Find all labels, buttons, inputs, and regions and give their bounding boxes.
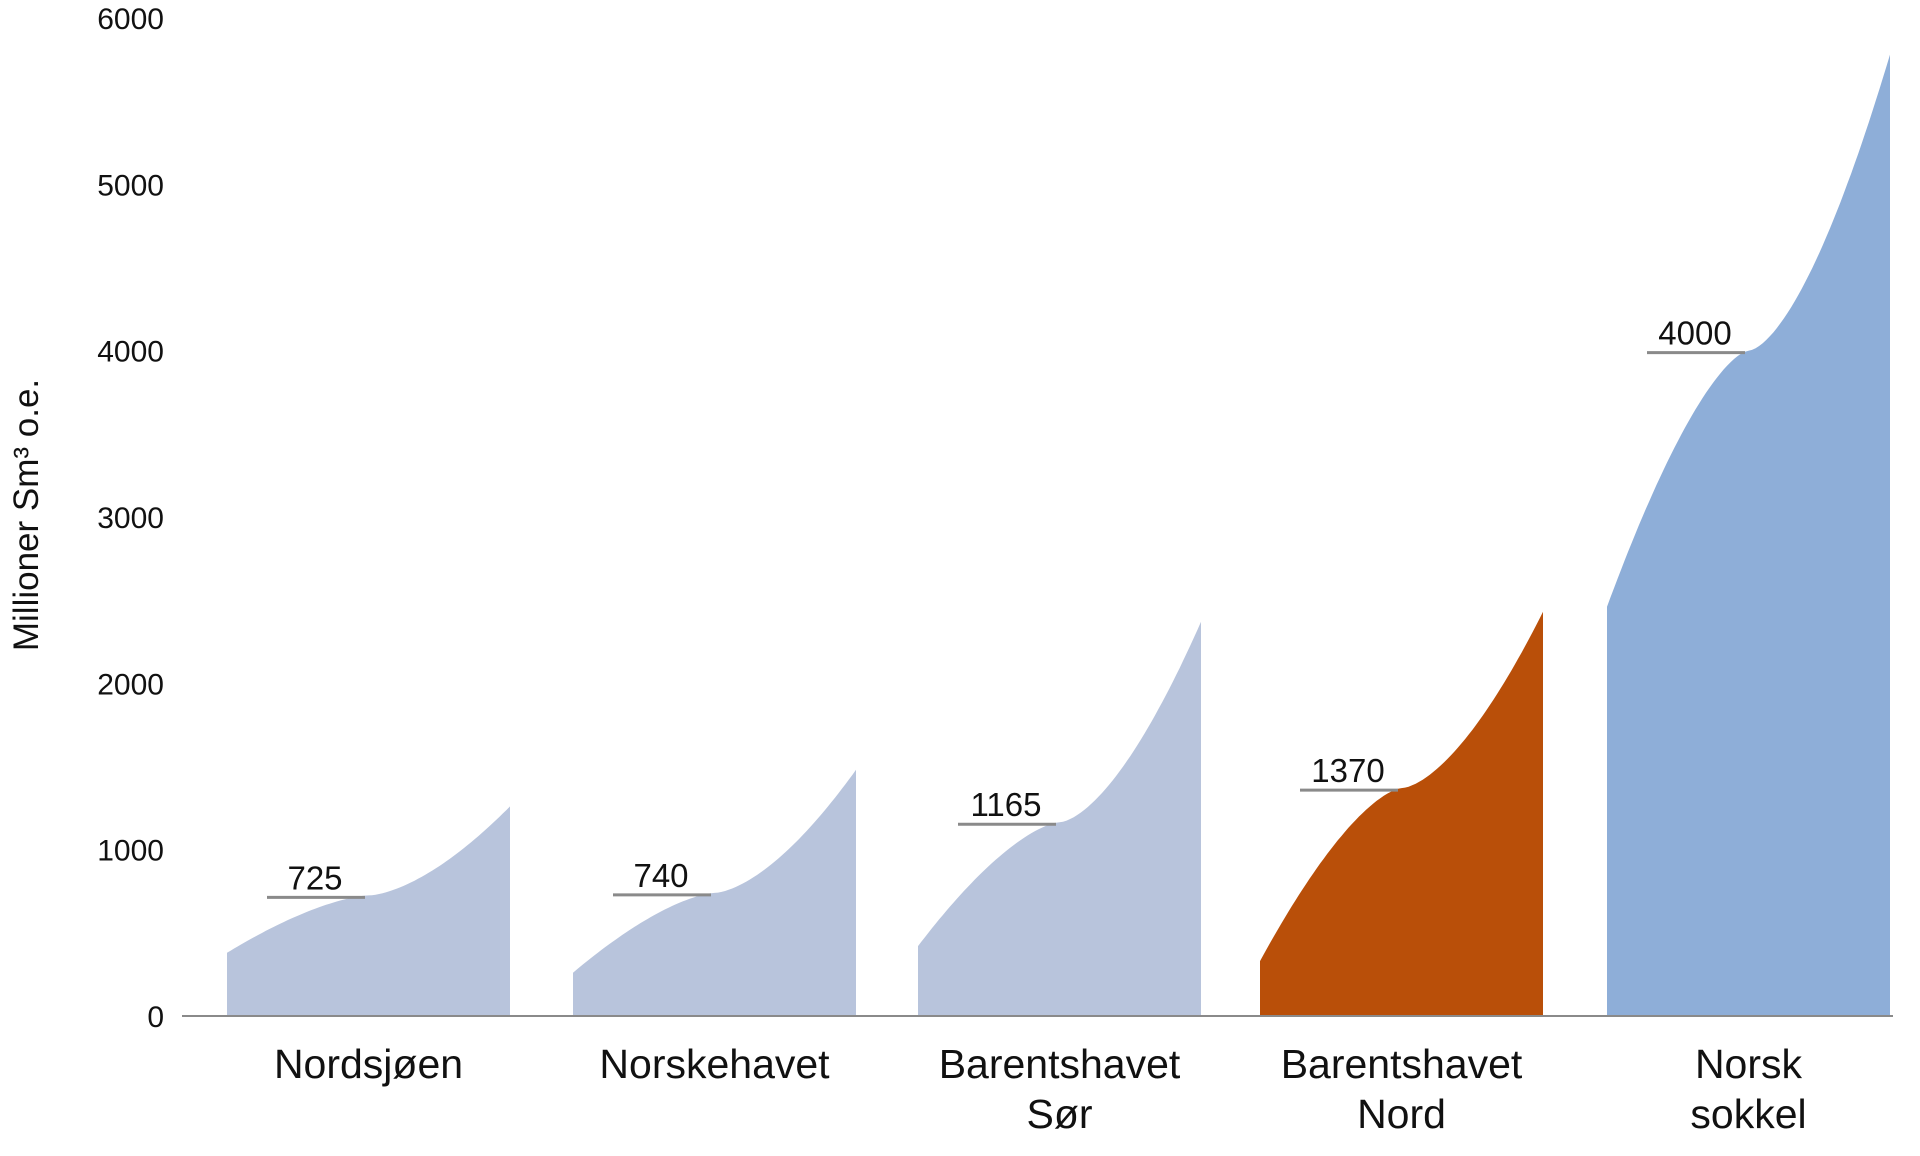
y-tick-label-0: 0 (147, 1001, 164, 1034)
value-label-3: 1370 (1311, 752, 1384, 789)
category-label-2: Barentshavet Sør (939, 1041, 1181, 1137)
areas-layer (227, 54, 1890, 1017)
value-label-1: 740 (633, 857, 688, 894)
category-label-line: Norskehavet (599, 1041, 830, 1087)
x-axis: Nordsjøen Norskehavet Barentshavet SørBaren… (182, 1015, 1893, 1137)
area-3 (1260, 611, 1543, 1016)
category-label-line: sokkel (1690, 1091, 1806, 1137)
category-label-line: Nord (1357, 1091, 1446, 1137)
area-1 (573, 769, 856, 1016)
y-tick-label-2: 2000 (97, 668, 164, 701)
category-label-1: Norskehavet (599, 1041, 830, 1087)
category-label-line: Barentshavet (1281, 1041, 1523, 1087)
category-label-line: Sør (1026, 1091, 1092, 1137)
area-4 (1607, 54, 1890, 1017)
value-label-0: 725 (287, 859, 342, 896)
value-label-4: 4000 (1658, 315, 1731, 352)
y-tick-label-6: 6000 (97, 3, 164, 36)
area-0 (227, 806, 510, 1016)
value-label-2: 1165 (971, 786, 1042, 823)
area-2 (918, 621, 1201, 1016)
value-labels-layer: 725 740 1165 1370 4000 (267, 315, 1745, 899)
y-tick-label-3: 3000 (97, 502, 164, 535)
category-label-0: Nordsjøen (274, 1041, 463, 1087)
category-label-line: Norsk (1695, 1041, 1803, 1087)
y-axis-title: Millioner Sm³ o.e. (7, 379, 46, 651)
y-tick-label-5: 5000 (97, 169, 164, 202)
category-label-4: Norsk sokkel (1690, 1041, 1806, 1137)
y-axis: 0 1000 2000 3000 4000 5000 6000 (97, 3, 164, 1034)
y-tick-label-1: 1000 (97, 835, 164, 868)
category-label-line: Barentshavet (939, 1041, 1181, 1087)
y-tick-label-4: 4000 (97, 336, 164, 369)
category-label-3: Barentshavet Nord (1281, 1041, 1523, 1137)
category-label-line: Nordsjøen (274, 1041, 463, 1087)
